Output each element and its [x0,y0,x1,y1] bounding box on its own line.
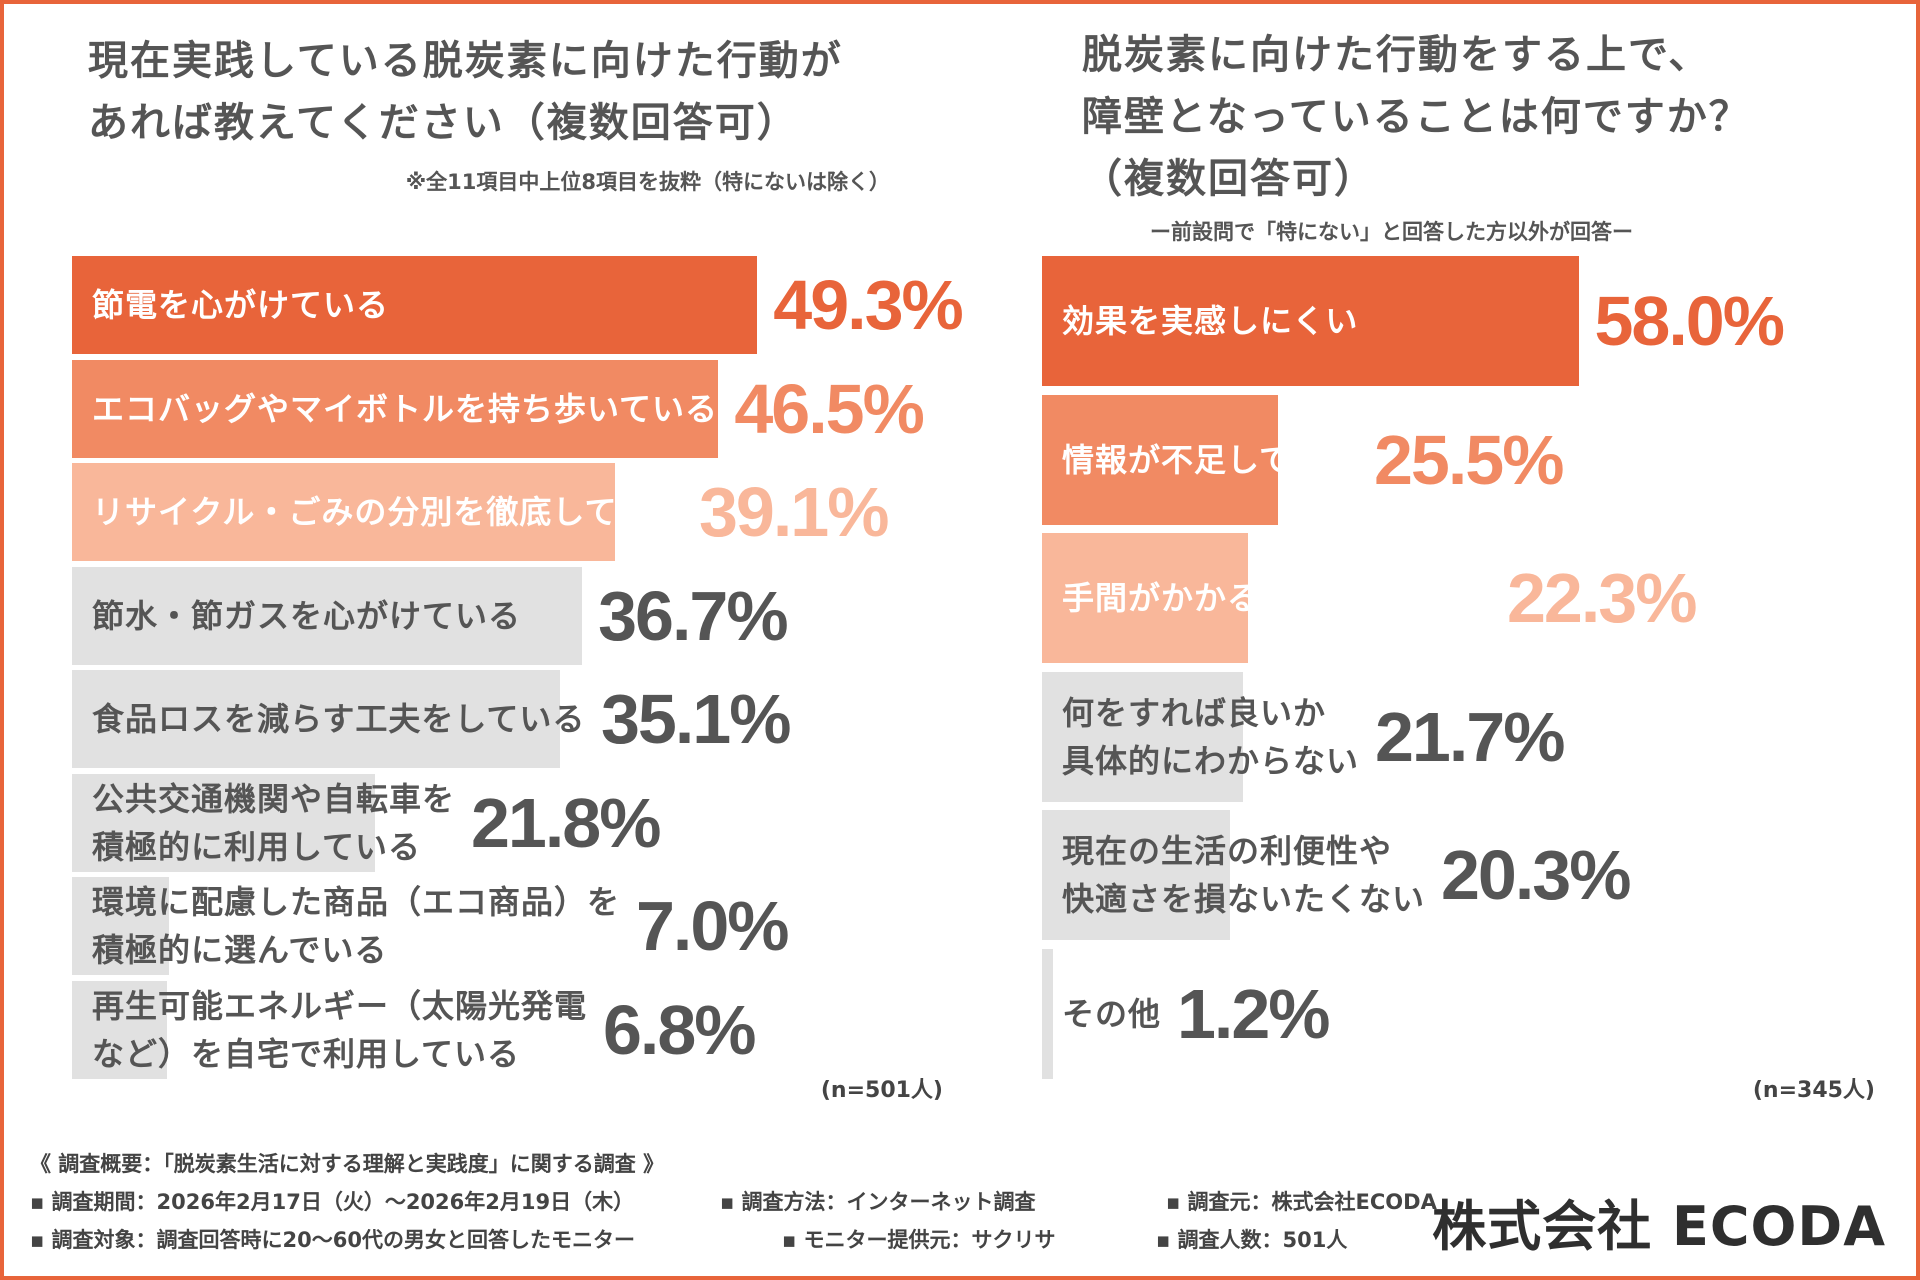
bar [1042,948,1054,1079]
bar-category-label: 公共交通機関や自転車を 積極的に利用している [92,779,456,866]
bar-value-label: 7.0% [636,887,790,965]
bar-value-label: 22.3% [1507,559,1697,637]
left-chart-note: ※全11項目中上位8項目を抜粋（特にないは除く） [405,170,890,194]
bar [1042,256,1579,386]
bar [72,670,560,768]
bar-category-label: リサイクル・ごみの分別を徹底している [92,493,684,531]
bar-value-label: 39.1% [699,473,889,551]
survey-provider: ▪ モニター提供元：サクリサ [782,1228,1056,1252]
bar [72,773,376,872]
bar-row: 再生可能エネルギー（太陽光発電 など）を自宅で利用している 6.8% [72,980,932,1079]
bar-category-label: 効果を実感しにくい [1062,302,1359,340]
bar-row: 環境に配慮した商品（エコ商品）を 積極的に選んでいる 7.0% [72,877,932,975]
bar-category-label: 再生可能エネルギー（太陽光発電 など）を自宅で利用している [92,986,588,1073]
bar-row: エコバッグやマイボトルを持ち歩いている 46.5% [72,359,932,458]
bar-value-label: 35.1% [601,680,791,758]
bar-category-label: 手間がかかる・面倒に感じる [1062,579,1492,617]
bar-value-label: 20.3% [1441,836,1631,914]
bar-row: 公共交通機関や自転車を 積極的に利用している 21.8% [72,773,932,872]
bar-category-label: 節水・節ガスを心がけている [92,596,522,635]
bar [1042,533,1249,663]
bar-row: 効果を実感しにくい 58.0% [1042,256,1902,386]
bar [72,566,583,665]
bar-row: 手間がかかる・面倒に感じる 22.3% [1042,533,1902,663]
bar [72,980,167,1079]
bar-value-label: 49.3% [773,266,963,344]
bar-category-label: 節電を心がけている [92,286,390,324]
bar-value-label: 21.8% [471,783,661,862]
bar-value-label: 1.2% [1177,974,1331,1053]
bar-category-label: 情報が不足している [1062,440,1359,479]
survey-period: ▪ 調査期間：2026年2月17日（火）～2026年2月19日（木） [30,1190,635,1214]
left-sample-size: (n=501人) [820,1078,943,1103]
survey-count: ▪ 調査人数：501人 [1156,1228,1348,1252]
bar-category-label: 食品ロスを減らす工夫をしている [92,700,586,738]
right-chart-note: ー前設問で「特にない」と回答した方以外が回答ー [1150,220,1633,244]
bar-row: 節電を心がけている 49.3% [72,256,964,354]
bar-category-label: その他 [1062,994,1162,1033]
bar-row: 何をすれば良いか 具体的にわからない 21.7% [1042,671,1902,802]
right-chart-title: 脱炭素に向けた行動をする上で、 障壁となっていることは何ですか？ （複数回答可） [1082,32,1751,202]
bar-value-label: 36.7% [598,576,788,655]
bar-row: 食品ロスを減らす工夫をしている 35.1% [72,670,932,768]
bar-row: リサイクル・ごみの分別を徹底している 39.1% [72,463,932,561]
bar [72,256,758,354]
bar-category-label: 何をすれば良いか 具体的にわからない [1062,693,1360,780]
bar-value-label: 46.5% [734,369,924,448]
right-sample-size: (n=345人) [1752,1078,1875,1103]
survey-target: ▪ 調査対象：調査回答時に20～60代の男女と回答したモニター [30,1228,635,1252]
bar [1042,394,1278,525]
bar-value-label: 21.7% [1375,697,1565,776]
bar-row: 現在の生活の利便性や 快適さを損ないたくない 20.3% [1042,810,1902,940]
left-chart-title: 現在実践している脱炭素に向けた行動が あれば教えてください（複数回答可） [88,38,843,146]
bar-category-label: 現在の生活の利便性や 快適さを損ないたくない [1062,832,1426,918]
survey-method: ▪ 調査方法：インターネット調査 [720,1190,1036,1214]
survey-source: ▪ 調査元：株式会社ECODA [1166,1190,1437,1214]
bar-category-label: 環境に配慮した商品（エコ商品）を 積極的に選んでいる [92,883,621,969]
bar [1042,671,1243,802]
bar [72,359,719,458]
bar-row: 節水・節ガスを心がけている 36.7% [72,566,932,665]
bar [72,877,170,975]
bar [72,463,616,561]
bar-value-label: 25.5% [1374,420,1564,499]
company-logo-text: 株式会社 ECODA [1432,1195,1886,1258]
bar [1042,810,1230,940]
bar-row: 情報が不足している 25.5% [1042,394,1902,525]
bar-value-label: 58.0% [1594,282,1785,360]
bar-row: その他 1.2% [1042,948,1902,1079]
survey-header: 《 調査概要：「脱炭素生活に対する理解と実践度」に関する調査 》 [30,1152,665,1176]
bar-value-label: 6.8% [603,990,757,1069]
bar-category-label: エコバッグやマイボトルを持ち歩いている [92,389,719,428]
